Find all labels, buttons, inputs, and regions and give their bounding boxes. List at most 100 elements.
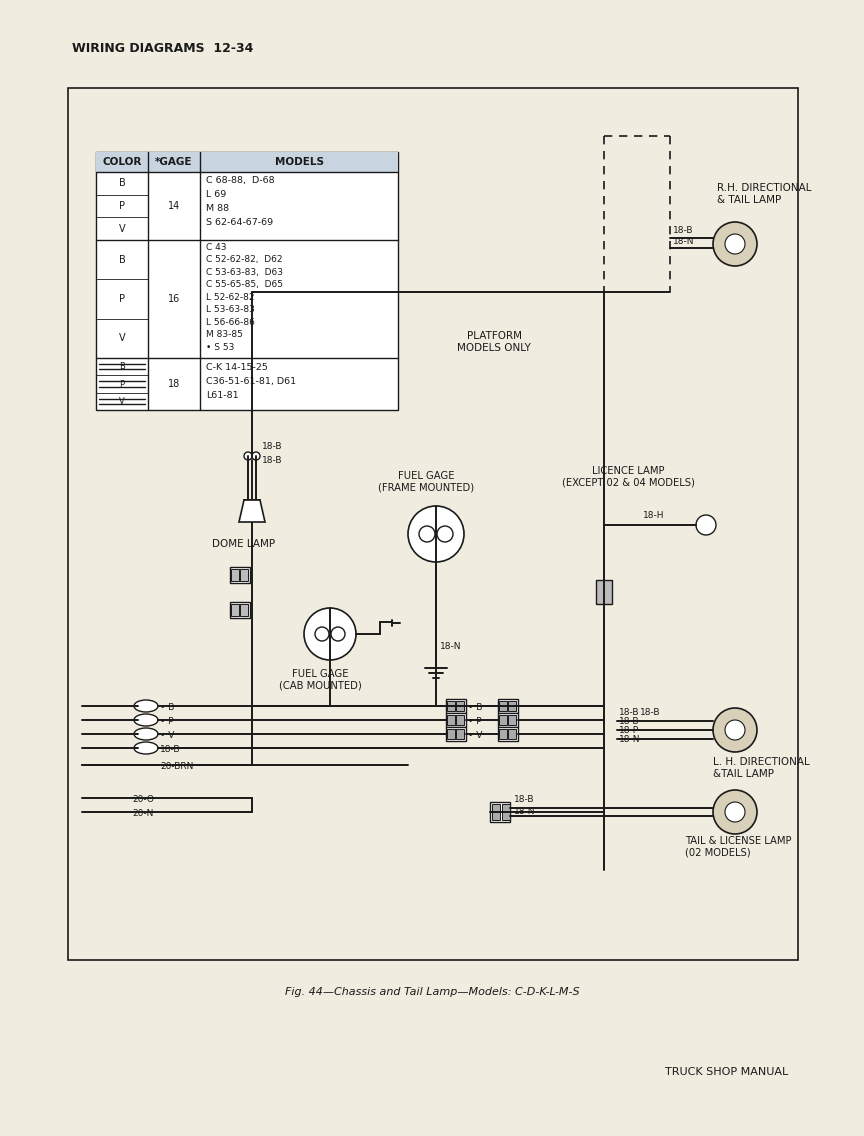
Bar (498, 713, 518, 727)
Bar (240, 569, 248, 580)
Bar (446, 727, 466, 741)
Bar (456, 729, 464, 740)
Bar (231, 569, 239, 580)
Circle shape (304, 608, 356, 660)
Bar (68, 87, 798, 960)
Text: L 69: L 69 (206, 190, 226, 199)
Text: C 68-88,  D-68: C 68-88, D-68 (206, 175, 275, 184)
Text: 18-B: 18-B (640, 708, 660, 717)
Text: C 53-63-83,  D63: C 53-63-83, D63 (206, 267, 283, 276)
Text: 18-B: 18-B (514, 795, 535, 804)
Circle shape (315, 627, 329, 641)
Text: R.H. DIRECTIONAL
& TAIL LAMP: R.H. DIRECTIONAL & TAIL LAMP (717, 183, 811, 204)
Circle shape (252, 452, 260, 460)
Bar (230, 567, 250, 583)
Text: V: V (118, 333, 125, 343)
Text: 18-N: 18-N (514, 808, 536, 817)
Text: P: P (119, 201, 125, 211)
Text: 18-B: 18-B (262, 456, 283, 465)
Text: P: P (119, 379, 124, 389)
Text: • B: • B (468, 702, 482, 711)
Bar (447, 715, 455, 725)
Text: 18-N: 18-N (440, 642, 461, 651)
Circle shape (725, 802, 745, 822)
Text: • V: • V (160, 730, 175, 740)
Circle shape (713, 790, 757, 834)
Bar (240, 604, 248, 616)
Text: C 52-62-82,  D62: C 52-62-82, D62 (206, 254, 283, 264)
Text: 16: 16 (168, 294, 180, 304)
Text: 18-B: 18-B (673, 226, 694, 234)
Text: 14: 14 (168, 201, 180, 211)
Circle shape (244, 452, 252, 460)
Bar (498, 699, 518, 713)
Circle shape (713, 222, 757, 266)
Text: B: B (118, 254, 125, 265)
Text: C-K 14-15-25: C-K 14-15-25 (206, 362, 268, 371)
Bar (499, 729, 507, 740)
Ellipse shape (134, 742, 158, 754)
Bar (456, 715, 464, 725)
Bar (596, 580, 612, 604)
Text: S 62-64-67-69: S 62-64-67-69 (206, 217, 273, 226)
Text: • P: • P (468, 717, 481, 726)
Bar (446, 699, 466, 713)
Text: L 56-66-86: L 56-66-86 (206, 317, 255, 326)
Text: 18-N: 18-N (673, 236, 695, 245)
Text: C 55-65-85,  D65: C 55-65-85, D65 (206, 279, 283, 289)
Text: V: V (119, 396, 125, 406)
Text: 18-H: 18-H (643, 510, 664, 519)
Bar (508, 701, 516, 711)
Bar (508, 715, 516, 725)
Text: LICENCE LAMP
(EXCEPT 02 & 04 MODELS): LICENCE LAMP (EXCEPT 02 & 04 MODELS) (562, 466, 695, 487)
Text: • P: • P (160, 717, 174, 726)
Text: PLATFORM
MODELS ONLY: PLATFORM MODELS ONLY (457, 332, 531, 353)
Text: M 88: M 88 (206, 203, 229, 212)
Text: B: B (119, 362, 125, 371)
Text: 18-B: 18-B (619, 717, 639, 726)
Text: L 53-63-83: L 53-63-83 (206, 304, 255, 314)
Text: 18-N: 18-N (619, 735, 640, 743)
Text: P: P (119, 294, 125, 304)
Polygon shape (239, 500, 265, 523)
Circle shape (437, 526, 453, 542)
Circle shape (696, 515, 716, 535)
Text: • S 53: • S 53 (206, 342, 234, 351)
Bar (96, 152, 398, 410)
Text: 20-BRN: 20-BRN (160, 761, 194, 770)
Text: 18-P: 18-P (619, 726, 639, 735)
Text: C36-51-61-81, D61: C36-51-61-81, D61 (206, 376, 296, 385)
Text: 18: 18 (168, 379, 180, 389)
Text: 20-N: 20-N (132, 809, 154, 818)
Circle shape (331, 627, 345, 641)
Bar (499, 701, 507, 711)
Text: DOME LAMP: DOME LAMP (212, 538, 275, 549)
Text: L. H. DIRECTIONAL
&TAIL LAMP: L. H. DIRECTIONAL &TAIL LAMP (713, 758, 810, 779)
Text: 18-B: 18-B (160, 744, 181, 753)
Text: 18-B: 18-B (619, 708, 639, 717)
Text: Fig. 44—Chassis and Tail Lamp—Models: C-D-K-L-M-S: Fig. 44—Chassis and Tail Lamp—Models: C-… (284, 987, 580, 997)
Bar (447, 701, 455, 711)
Text: L61-81: L61-81 (206, 391, 238, 400)
Bar (502, 804, 510, 820)
Text: • B: • B (160, 702, 175, 711)
Ellipse shape (134, 700, 158, 712)
Circle shape (419, 526, 435, 542)
Text: B: B (118, 178, 125, 189)
Text: 18-B: 18-B (262, 442, 283, 451)
Circle shape (725, 234, 745, 254)
Text: COLOR: COLOR (102, 157, 142, 167)
Ellipse shape (134, 715, 158, 726)
Text: MODELS: MODELS (275, 157, 323, 167)
Bar (508, 729, 516, 740)
Text: V: V (118, 224, 125, 234)
Bar (96, 152, 398, 172)
Text: 20-O: 20-O (132, 794, 154, 803)
Circle shape (408, 506, 464, 562)
Bar (490, 802, 510, 822)
Text: M 83-85: M 83-85 (206, 329, 243, 339)
Bar (456, 701, 464, 711)
Bar (231, 604, 239, 616)
Bar (498, 727, 518, 741)
Bar (499, 715, 507, 725)
